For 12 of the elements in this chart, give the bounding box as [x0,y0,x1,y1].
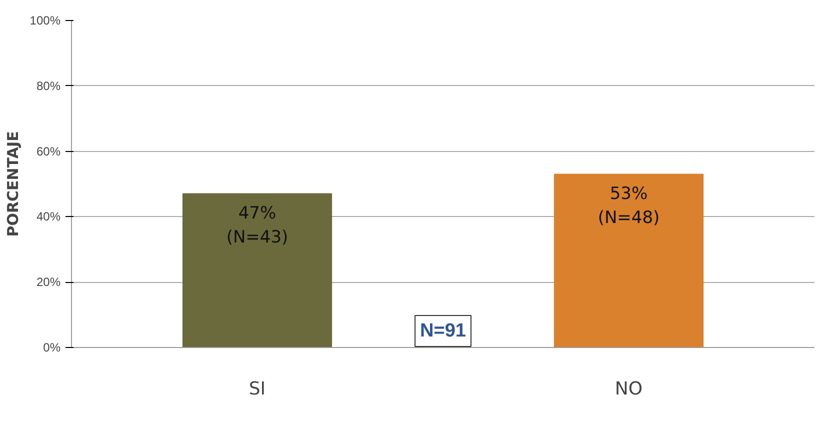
y-tick-label: 40% [36,210,61,224]
y-tick-label: 60% [36,144,61,158]
data-label: 53% (N=48) [598,184,660,228]
data-label: 47% (N=43) [226,204,288,248]
y-tick-label: 0% [43,340,61,354]
x-tick-label: NO [614,378,643,400]
y-tick-label: 100% [30,14,61,28]
y-tick-label: 80% [36,78,61,93]
y-tick-label: 20% [36,275,61,290]
x-tick-label: SI [248,378,266,400]
y-axis-title: PORCENTAJE [4,131,22,237]
annotation: N=91 [420,320,466,342]
